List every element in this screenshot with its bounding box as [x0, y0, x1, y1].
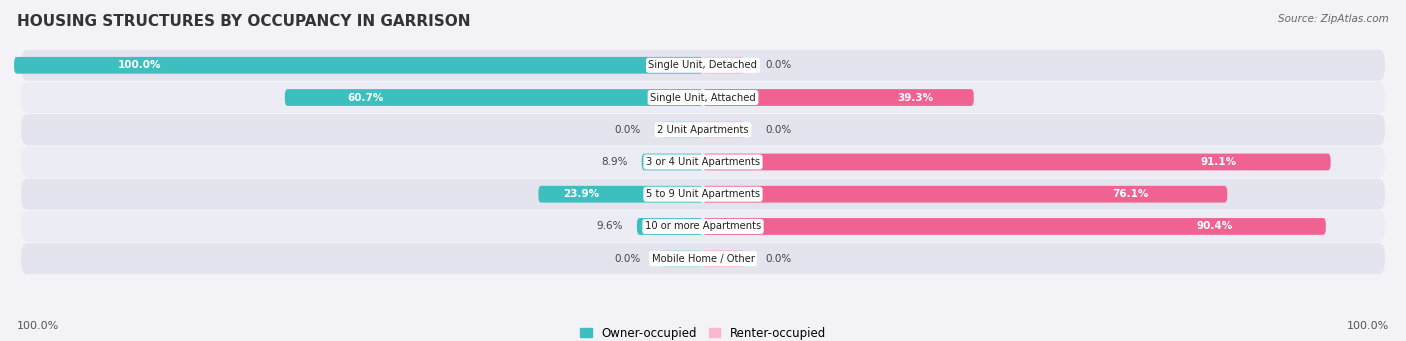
- Text: 3 or 4 Unit Apartments: 3 or 4 Unit Apartments: [645, 157, 761, 167]
- FancyBboxPatch shape: [21, 243, 1385, 274]
- FancyBboxPatch shape: [285, 89, 703, 106]
- FancyBboxPatch shape: [21, 50, 1385, 81]
- Text: Source: ZipAtlas.com: Source: ZipAtlas.com: [1278, 14, 1389, 24]
- Text: 100.0%: 100.0%: [118, 60, 160, 70]
- FancyBboxPatch shape: [538, 186, 703, 203]
- FancyBboxPatch shape: [703, 153, 1330, 170]
- Text: 0.0%: 0.0%: [614, 125, 641, 135]
- Text: 76.1%: 76.1%: [1112, 189, 1149, 199]
- FancyBboxPatch shape: [703, 250, 744, 267]
- Text: 23.9%: 23.9%: [562, 189, 599, 199]
- Text: 5 to 9 Unit Apartments: 5 to 9 Unit Apartments: [645, 189, 761, 199]
- Text: 91.1%: 91.1%: [1201, 157, 1236, 167]
- FancyBboxPatch shape: [662, 121, 703, 138]
- Text: Mobile Home / Other: Mobile Home / Other: [651, 254, 755, 264]
- Text: 39.3%: 39.3%: [897, 92, 934, 103]
- Text: 90.4%: 90.4%: [1197, 221, 1233, 232]
- FancyBboxPatch shape: [21, 82, 1385, 113]
- Text: 2 Unit Apartments: 2 Unit Apartments: [657, 125, 749, 135]
- FancyBboxPatch shape: [21, 147, 1385, 177]
- FancyBboxPatch shape: [641, 153, 703, 170]
- Text: 0.0%: 0.0%: [765, 125, 792, 135]
- Text: HOUSING STRUCTURES BY OCCUPANCY IN GARRISON: HOUSING STRUCTURES BY OCCUPANCY IN GARRI…: [17, 14, 471, 29]
- Text: 100.0%: 100.0%: [17, 321, 59, 331]
- FancyBboxPatch shape: [703, 218, 1326, 235]
- Legend: Owner-occupied, Renter-occupied: Owner-occupied, Renter-occupied: [579, 327, 827, 340]
- FancyBboxPatch shape: [21, 211, 1385, 242]
- Text: 0.0%: 0.0%: [614, 254, 641, 264]
- FancyBboxPatch shape: [21, 179, 1385, 210]
- FancyBboxPatch shape: [703, 186, 1227, 203]
- FancyBboxPatch shape: [703, 57, 744, 74]
- Text: 8.9%: 8.9%: [602, 157, 628, 167]
- FancyBboxPatch shape: [14, 57, 703, 74]
- FancyBboxPatch shape: [703, 121, 744, 138]
- Text: 100.0%: 100.0%: [1347, 321, 1389, 331]
- Text: Single Unit, Attached: Single Unit, Attached: [650, 92, 756, 103]
- Text: 60.7%: 60.7%: [347, 92, 384, 103]
- Text: 10 or more Apartments: 10 or more Apartments: [645, 221, 761, 232]
- Text: 0.0%: 0.0%: [765, 254, 792, 264]
- FancyBboxPatch shape: [662, 250, 703, 267]
- FancyBboxPatch shape: [703, 89, 974, 106]
- FancyBboxPatch shape: [637, 218, 703, 235]
- Text: 0.0%: 0.0%: [765, 60, 792, 70]
- FancyBboxPatch shape: [21, 114, 1385, 145]
- Text: Single Unit, Detached: Single Unit, Detached: [648, 60, 758, 70]
- Text: 9.6%: 9.6%: [596, 221, 623, 232]
